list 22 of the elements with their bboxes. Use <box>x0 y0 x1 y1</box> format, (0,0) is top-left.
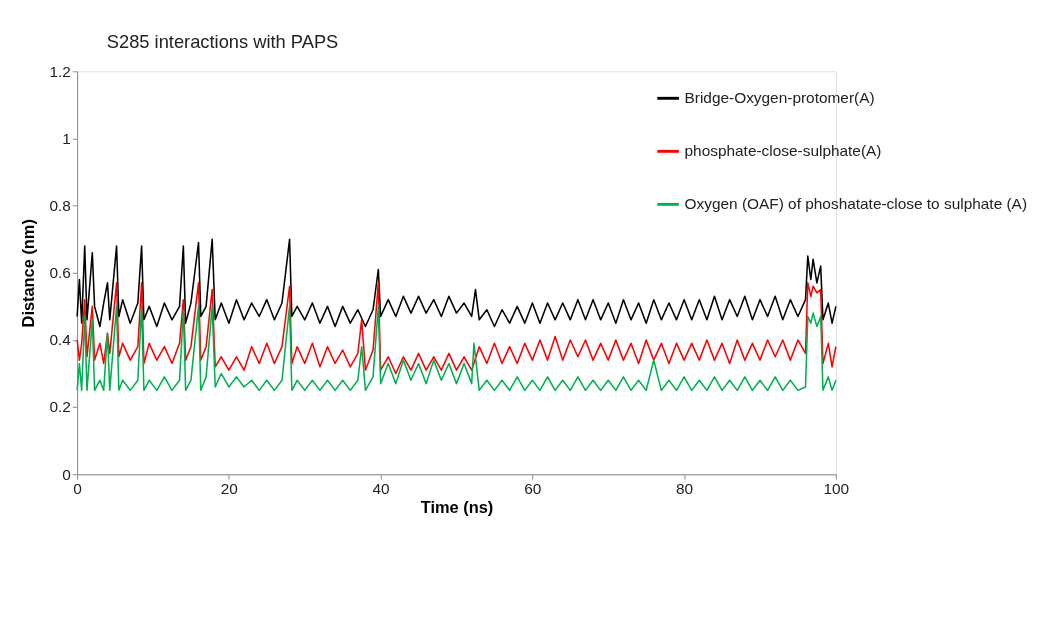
y-tick-label: 1 <box>62 129 71 147</box>
y-tick-label: 0.2 <box>49 398 71 416</box>
legend-label: Oxygen (OAF) of phoshatate-close to sulphate (A) <box>684 195 1028 213</box>
legend-label: Bridge-Oxygen-protomer(A) <box>684 89 875 107</box>
chart-title: S285 interactions with PAPS <box>106 31 339 53</box>
legend-label: phosphate-close-sulphate(A) <box>684 142 882 160</box>
y-tick-label: 0.8 <box>49 196 71 214</box>
line-series <box>76 238 837 328</box>
y-tick-label: 0 <box>62 465 71 483</box>
y-tick-label: 1.2 <box>49 62 71 80</box>
x-tick-label: 40 <box>372 480 390 498</box>
x-tick-label: 80 <box>676 480 694 498</box>
y-axis-title: Distance (nm) <box>18 219 37 328</box>
x-axis-title: Time (ns) <box>420 498 494 517</box>
line-series <box>76 305 837 392</box>
line-series <box>76 282 837 375</box>
x-tick-label: 100 <box>823 480 850 498</box>
x-tick-label: 20 <box>220 480 238 498</box>
x-tick-label: 0 <box>73 480 82 498</box>
x-tick-label: 60 <box>524 480 542 498</box>
y-tick-label: 0.4 <box>49 331 72 349</box>
y-tick-label: 0.6 <box>49 264 71 282</box>
